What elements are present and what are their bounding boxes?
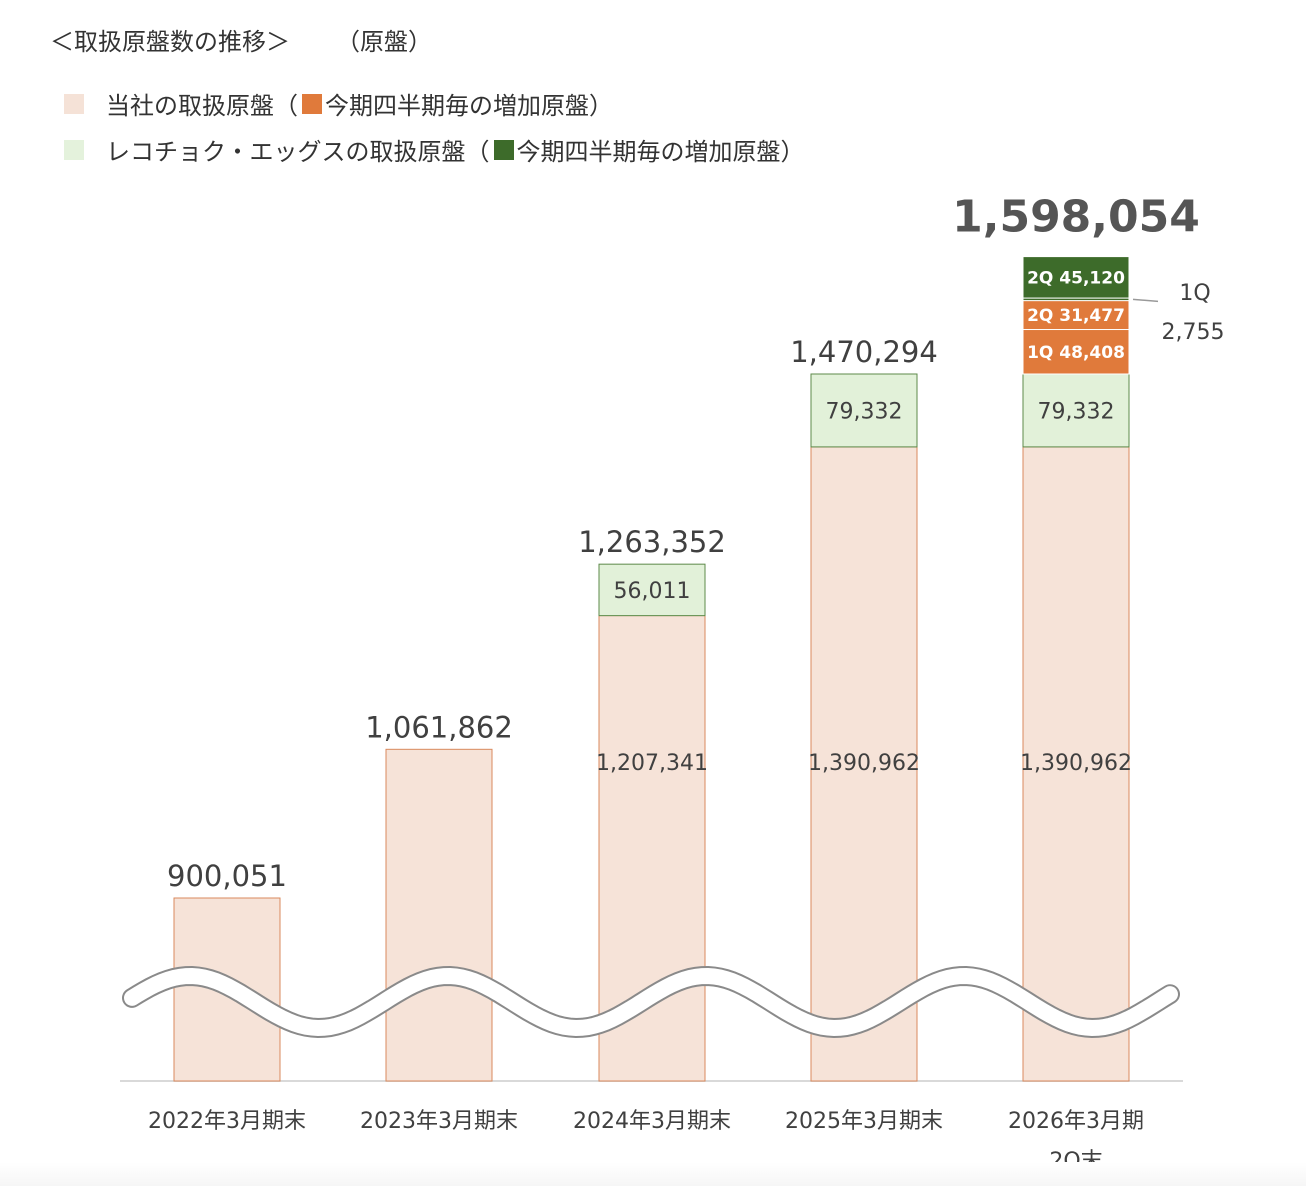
bar-segment-label-2-0: 1,207,341 bbox=[596, 751, 708, 776]
legend-label-reco-b: 今期四半期毎の増加原盤） bbox=[516, 138, 805, 166]
bar-segment-3-0 bbox=[810, 446, 918, 1082]
legend-label-reco-a: レコチョク・エッグスの取扱原盤（ bbox=[106, 138, 490, 166]
category-label-4-0: 2026年3月期 bbox=[1008, 1109, 1144, 1134]
total-label-0: 900,051 bbox=[167, 859, 287, 893]
legend-swatch-reco bbox=[64, 139, 84, 160]
category-label-3-0: 2025年3月期末 bbox=[785, 1109, 943, 1134]
bar-segment-label-4-0: 1,390,962 bbox=[1020, 751, 1132, 776]
category-label-2-0: 2024年3月期末 bbox=[573, 1109, 731, 1134]
legend-label-own-b: 今期四半期毎の増加原盤） bbox=[325, 92, 613, 120]
bar-segment-label-4-3: 2Q 31,477 bbox=[1027, 306, 1125, 326]
axis-break-wave bbox=[124, 967, 1178, 1037]
chart-title-text: ＜取扱原盤数の推移＞ bbox=[50, 28, 290, 56]
bar-segment-label-4-5: 2Q 45,120 bbox=[1027, 268, 1125, 288]
legend-swatch-reco-add bbox=[493, 139, 514, 160]
chart-title: ＜取扱原盤数の推移＞ （原盤） bbox=[50, 22, 432, 57]
bottom-fade bbox=[0, 1162, 1306, 1186]
category-label-1-0: 2023年3月期末 bbox=[360, 1109, 518, 1134]
bar-segment-3-1 bbox=[810, 373, 918, 448]
bar-segment-4-1 bbox=[1022, 373, 1130, 448]
bar-segment-label-3-1: 79,332 bbox=[826, 399, 903, 424]
bar-segment-label-4-2: 1Q 48,408 bbox=[1027, 343, 1125, 363]
bar-segment-label-3-0: 1,390,962 bbox=[808, 751, 920, 776]
total-label-3: 1,470,294 bbox=[790, 335, 938, 369]
bar-segment-label-2-1: 56,011 bbox=[614, 579, 691, 604]
bar-segment-4-5 bbox=[1022, 256, 1130, 299]
bar-segment-4-0 bbox=[1022, 446, 1130, 1082]
bar-segment-label-4-1: 79,332 bbox=[1038, 399, 1115, 424]
bar-segment-4-2 bbox=[1022, 329, 1130, 375]
callout-leader-line bbox=[1132, 298, 1159, 303]
total-label-4: 1,598,054 bbox=[952, 192, 1200, 243]
callout-label-line1: 1Q bbox=[1179, 281, 1210, 306]
callout-label-line2: 2,755 bbox=[1162, 320, 1225, 345]
unit-label: （原盤） bbox=[336, 28, 432, 56]
legend-label-own-a: 当社の取扱原盤（ bbox=[106, 92, 298, 120]
legend-swatch-own bbox=[64, 93, 84, 114]
bar-segment-1-0 bbox=[385, 748, 493, 1082]
legend-item-reco: レコチョク・エッグスの取扱原盤（ 今期四半期毎の増加原盤） bbox=[64, 132, 805, 167]
legend-swatch-own-add bbox=[302, 93, 322, 114]
legend-item-own: 当社の取扱原盤（ 今期四半期毎の増加原盤） bbox=[64, 86, 613, 121]
bar-segment-2-1 bbox=[598, 563, 706, 617]
total-label-2: 1,263,352 bbox=[578, 525, 726, 559]
category-label-0-0: 2022年3月期末 bbox=[148, 1109, 306, 1134]
total-label-1: 1,061,862 bbox=[365, 710, 513, 744]
